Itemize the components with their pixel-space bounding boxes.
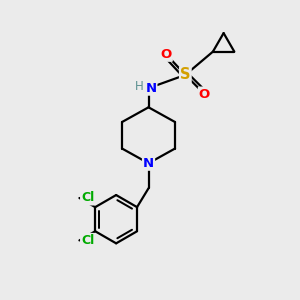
- Text: O: O: [199, 88, 210, 100]
- Text: N: N: [143, 157, 154, 170]
- Text: N: N: [145, 82, 156, 95]
- Text: H: H: [135, 80, 143, 94]
- Text: S: S: [180, 68, 190, 82]
- Text: O: O: [160, 48, 172, 61]
- Text: Cl: Cl: [81, 191, 94, 205]
- Text: Cl: Cl: [81, 234, 94, 247]
